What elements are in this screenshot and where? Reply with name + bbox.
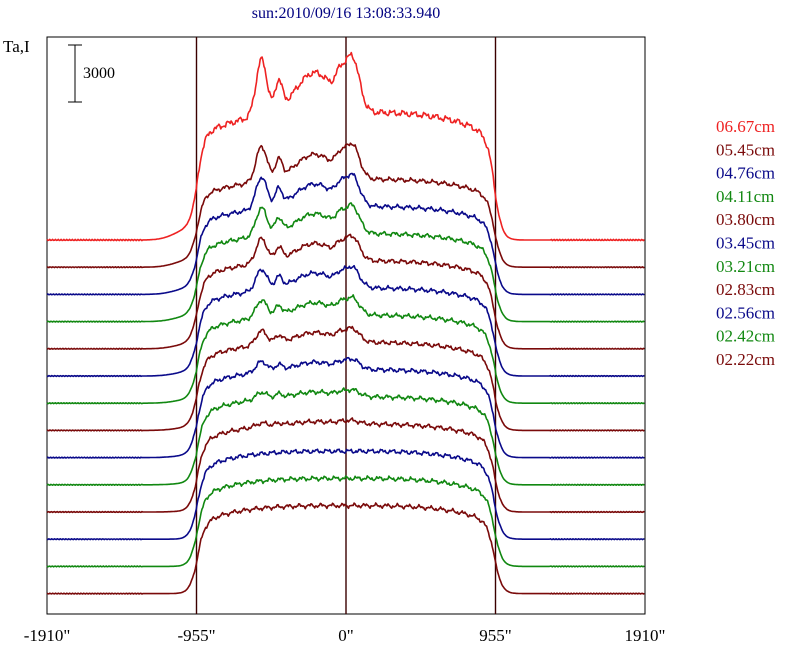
- series-line-7: [46, 325, 645, 432]
- series-curves: [46, 51, 645, 595]
- x-tick-label-1: -955": [177, 626, 215, 645]
- legend-entry-10: 02.22cm: [716, 350, 775, 369]
- x-tick-label-4: 1910": [625, 626, 666, 645]
- legend: 06.67cm 05.45cm 04.76cm 04.11cm 03.80cm 03.45…: [716, 117, 775, 369]
- series-line-10: [46, 417, 645, 514]
- series-line-11: [46, 448, 645, 541]
- series-line-0: [46, 51, 645, 242]
- legend-entry-4: 03.80cm: [716, 210, 775, 229]
- legend-entry-0: 06.67cm: [716, 117, 775, 136]
- series-line-5: [46, 264, 645, 378]
- x-tick-labels: -1910" -955" 0" 955" 1910": [24, 626, 666, 645]
- x-tick-label-0: -1910": [24, 626, 71, 645]
- series-line-9: [46, 387, 645, 487]
- series-line-6: [46, 294, 645, 405]
- legend-entry-5: 03.45cm: [716, 234, 775, 253]
- x-tick-label-3: 955": [479, 626, 511, 645]
- x-tick-label-2: 0": [338, 626, 353, 645]
- series-line-13: [46, 502, 645, 595]
- legend-entry-1: 05.45cm: [716, 140, 775, 159]
- legend-entry-2: 04.76cm: [716, 164, 775, 183]
- legend-entry-3: 04.11cm: [716, 187, 774, 206]
- series-line-4: [46, 233, 645, 351]
- series-line-12: [46, 475, 645, 568]
- scale-bar-label: 3000: [83, 65, 115, 82]
- legend-entry-8: 02.56cm: [716, 303, 775, 322]
- reference-lines: [195, 37, 497, 614]
- legend-entry-6: 03.21cm: [716, 257, 775, 276]
- series-line-2: [46, 172, 645, 296]
- series-line-1: [46, 142, 645, 269]
- series-line-3: [46, 202, 645, 323]
- scale-bar: 3000: [68, 44, 115, 103]
- y-axis-label: Ta,I: [3, 37, 30, 56]
- chart-title: sun:2010/09/16 13:08:33.940: [252, 5, 440, 22]
- legend-entry-7: 02.83cm: [716, 280, 775, 299]
- legend-entry-9: 02.42cm: [716, 327, 775, 346]
- series-line-8: [46, 356, 645, 459]
